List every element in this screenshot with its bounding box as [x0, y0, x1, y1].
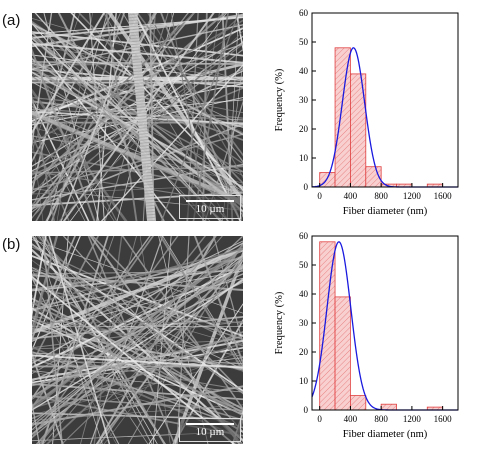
y-tick-label: 60	[299, 8, 309, 18]
y-tick-label: 40	[299, 66, 309, 76]
y-axis-label: Frequency (%)	[274, 68, 285, 131]
x-tick-label: 1600	[434, 414, 453, 424]
x-tick-label: 800	[374, 414, 388, 424]
histogram-bar	[350, 395, 367, 411]
y-axis-label: Frequency (%)	[274, 291, 285, 354]
y-tick-label: 20	[299, 347, 309, 357]
y-tick-label: 10	[299, 153, 309, 163]
panel-label-a: (a)	[2, 12, 21, 29]
plot-frame	[311, 12, 459, 188]
x-tick-label: 400	[344, 414, 358, 424]
scale-bar-label: 10 µm	[195, 426, 225, 438]
x-tick-label: 1200	[403, 414, 422, 424]
scale-bar-line	[186, 200, 234, 202]
x-tick-label: 800	[374, 191, 388, 201]
scale-bar-label: 10 µm	[195, 203, 225, 215]
histogram-a: 0 400 800 1200 1600 0 10 20 30 40 50 60 Fiber diamet…	[274, 8, 459, 217]
y-tick-label: 50	[299, 260, 309, 270]
scale-bar-line	[186, 423, 234, 425]
gaussian-fit-curve	[311, 47, 458, 188]
scale-bar-b: 10 µm	[179, 418, 241, 442]
x-tick-label: 400	[344, 191, 358, 201]
histogram-bar	[380, 403, 397, 411]
x-tick-label: 0	[317, 191, 322, 201]
sem-image-a: 10 µm	[32, 13, 243, 221]
x-tick-label: 1600	[434, 191, 453, 201]
x-tick-label: 1200	[403, 191, 422, 201]
histogram-bar	[334, 296, 351, 411]
x-tick-label: 0	[317, 414, 322, 424]
y-tick-label: 0	[304, 405, 309, 415]
y-tick-label: 0	[304, 182, 309, 192]
y-tick-label: 50	[299, 37, 309, 47]
y-tick-label: 20	[299, 124, 309, 134]
histogram-b: 0 400 800 1200 1600 0 10 20 30 40 50 60 Fiber diamet…	[274, 231, 459, 440]
fiber-texture	[32, 13, 243, 221]
y-tick-label: 10	[299, 376, 309, 386]
y-tick-label: 30	[299, 318, 309, 328]
sem-image-b: 10 µm	[32, 236, 243, 444]
fiber-texture	[32, 236, 243, 444]
histogram-bar	[334, 47, 351, 188]
x-axis-label: Fiber diameter (nm)	[343, 206, 428, 217]
y-tick-label: 30	[299, 95, 309, 105]
y-tick-label: 60	[299, 231, 309, 241]
y-tick-label: 40	[299, 289, 309, 299]
x-axis-label: Fiber diameter (nm)	[343, 429, 428, 440]
panel-label-b: (b)	[2, 236, 21, 253]
scale-bar-a: 10 µm	[179, 195, 241, 219]
